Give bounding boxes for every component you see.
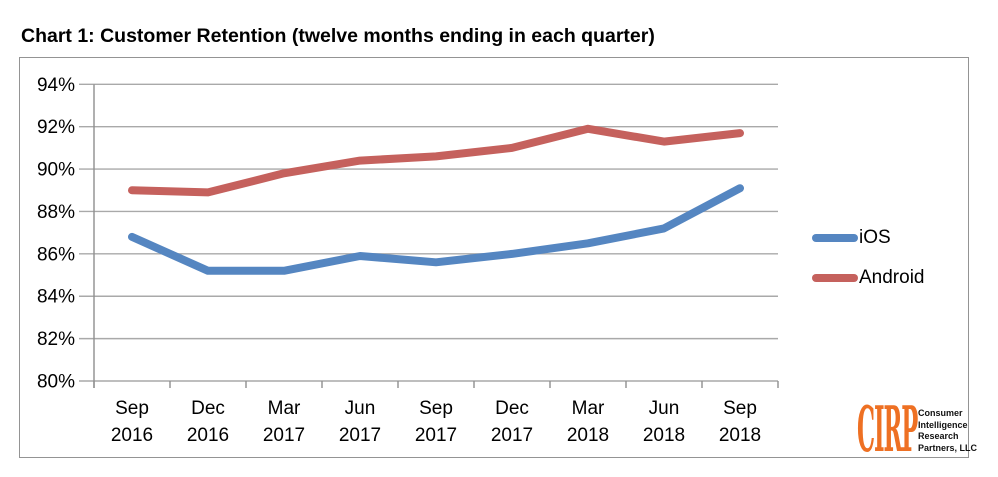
x-tick-label-month: Sep xyxy=(723,398,757,419)
legend-item-ios: iOS xyxy=(812,225,925,251)
cirp-logo: CIRP Consumer Intelligence Research Part… xyxy=(857,392,998,466)
cirp-logo-line: Consumer xyxy=(918,408,963,418)
cirp-logo-wordmark: CIRP xyxy=(857,392,918,466)
y-tick-label: 82% xyxy=(37,329,75,350)
x-tick-label-month: Dec xyxy=(495,398,529,419)
x-tick-label-month: Sep xyxy=(115,398,149,419)
x-tick-label-month: Dec xyxy=(191,398,225,419)
x-tick-label-year: 2016 xyxy=(111,425,153,446)
cirp-logo-company-name: Consumer Intelligence Research Partners,… xyxy=(918,408,978,454)
x-tick-label-year: 2017 xyxy=(491,425,533,446)
ios-line-swatch xyxy=(812,234,858,242)
x-tick-label-year: 2017 xyxy=(339,425,381,446)
cirp-logo-line: Research xyxy=(918,431,959,441)
x-tick-label-month: Jun xyxy=(345,398,376,419)
y-tick-label: 88% xyxy=(37,202,75,223)
legend-label-ios: iOS xyxy=(859,227,891,248)
x-tick-label-year: 2018 xyxy=(643,425,685,446)
legend-item-android: Android xyxy=(812,265,925,291)
x-tick-label-year: 2017 xyxy=(263,425,305,446)
android-line-swatch xyxy=(812,274,858,282)
retention-line-chart: 80% 82% 84% 86% 88% 90% 92% 94% Sep 2016 Dec 2016 Ma… xyxy=(37,75,779,446)
y-tick-label: 80% xyxy=(37,372,75,393)
x-tick-label-year: 2017 xyxy=(415,425,457,446)
y-tick-label: 92% xyxy=(37,117,75,138)
chart-title: Chart 1: Customer Retention (twelve mont… xyxy=(21,25,655,47)
android-line xyxy=(128,124,744,197)
ios-line xyxy=(128,184,744,275)
x-tick-label-month: Jun xyxy=(649,398,680,419)
x-tick-label-month: Sep xyxy=(419,398,453,419)
y-tick-label: 90% xyxy=(37,160,75,181)
cirp-logo-line: Partners, LLC xyxy=(918,442,978,453)
chart-legend: iOS Android xyxy=(812,225,925,305)
x-tick-label-year: 2018 xyxy=(567,425,609,446)
chart-frame: 80% 82% 84% 86% 88% 90% 92% 94% Sep 2016 Dec 2016 Ma… xyxy=(19,57,977,461)
y-tick-label: 94% xyxy=(37,75,75,96)
x-tick-label-year: 2016 xyxy=(187,425,229,446)
x-tick-label-month: Mar xyxy=(268,398,301,419)
cirp-logo-line: Intelligence xyxy=(918,419,968,430)
x-tick-label-year: 2018 xyxy=(719,425,761,446)
x-tick-label-month: Mar xyxy=(572,398,605,419)
y-tick-label: 84% xyxy=(37,287,75,308)
legend-label-android: Android xyxy=(859,267,925,288)
y-tick-label: 86% xyxy=(37,244,75,265)
